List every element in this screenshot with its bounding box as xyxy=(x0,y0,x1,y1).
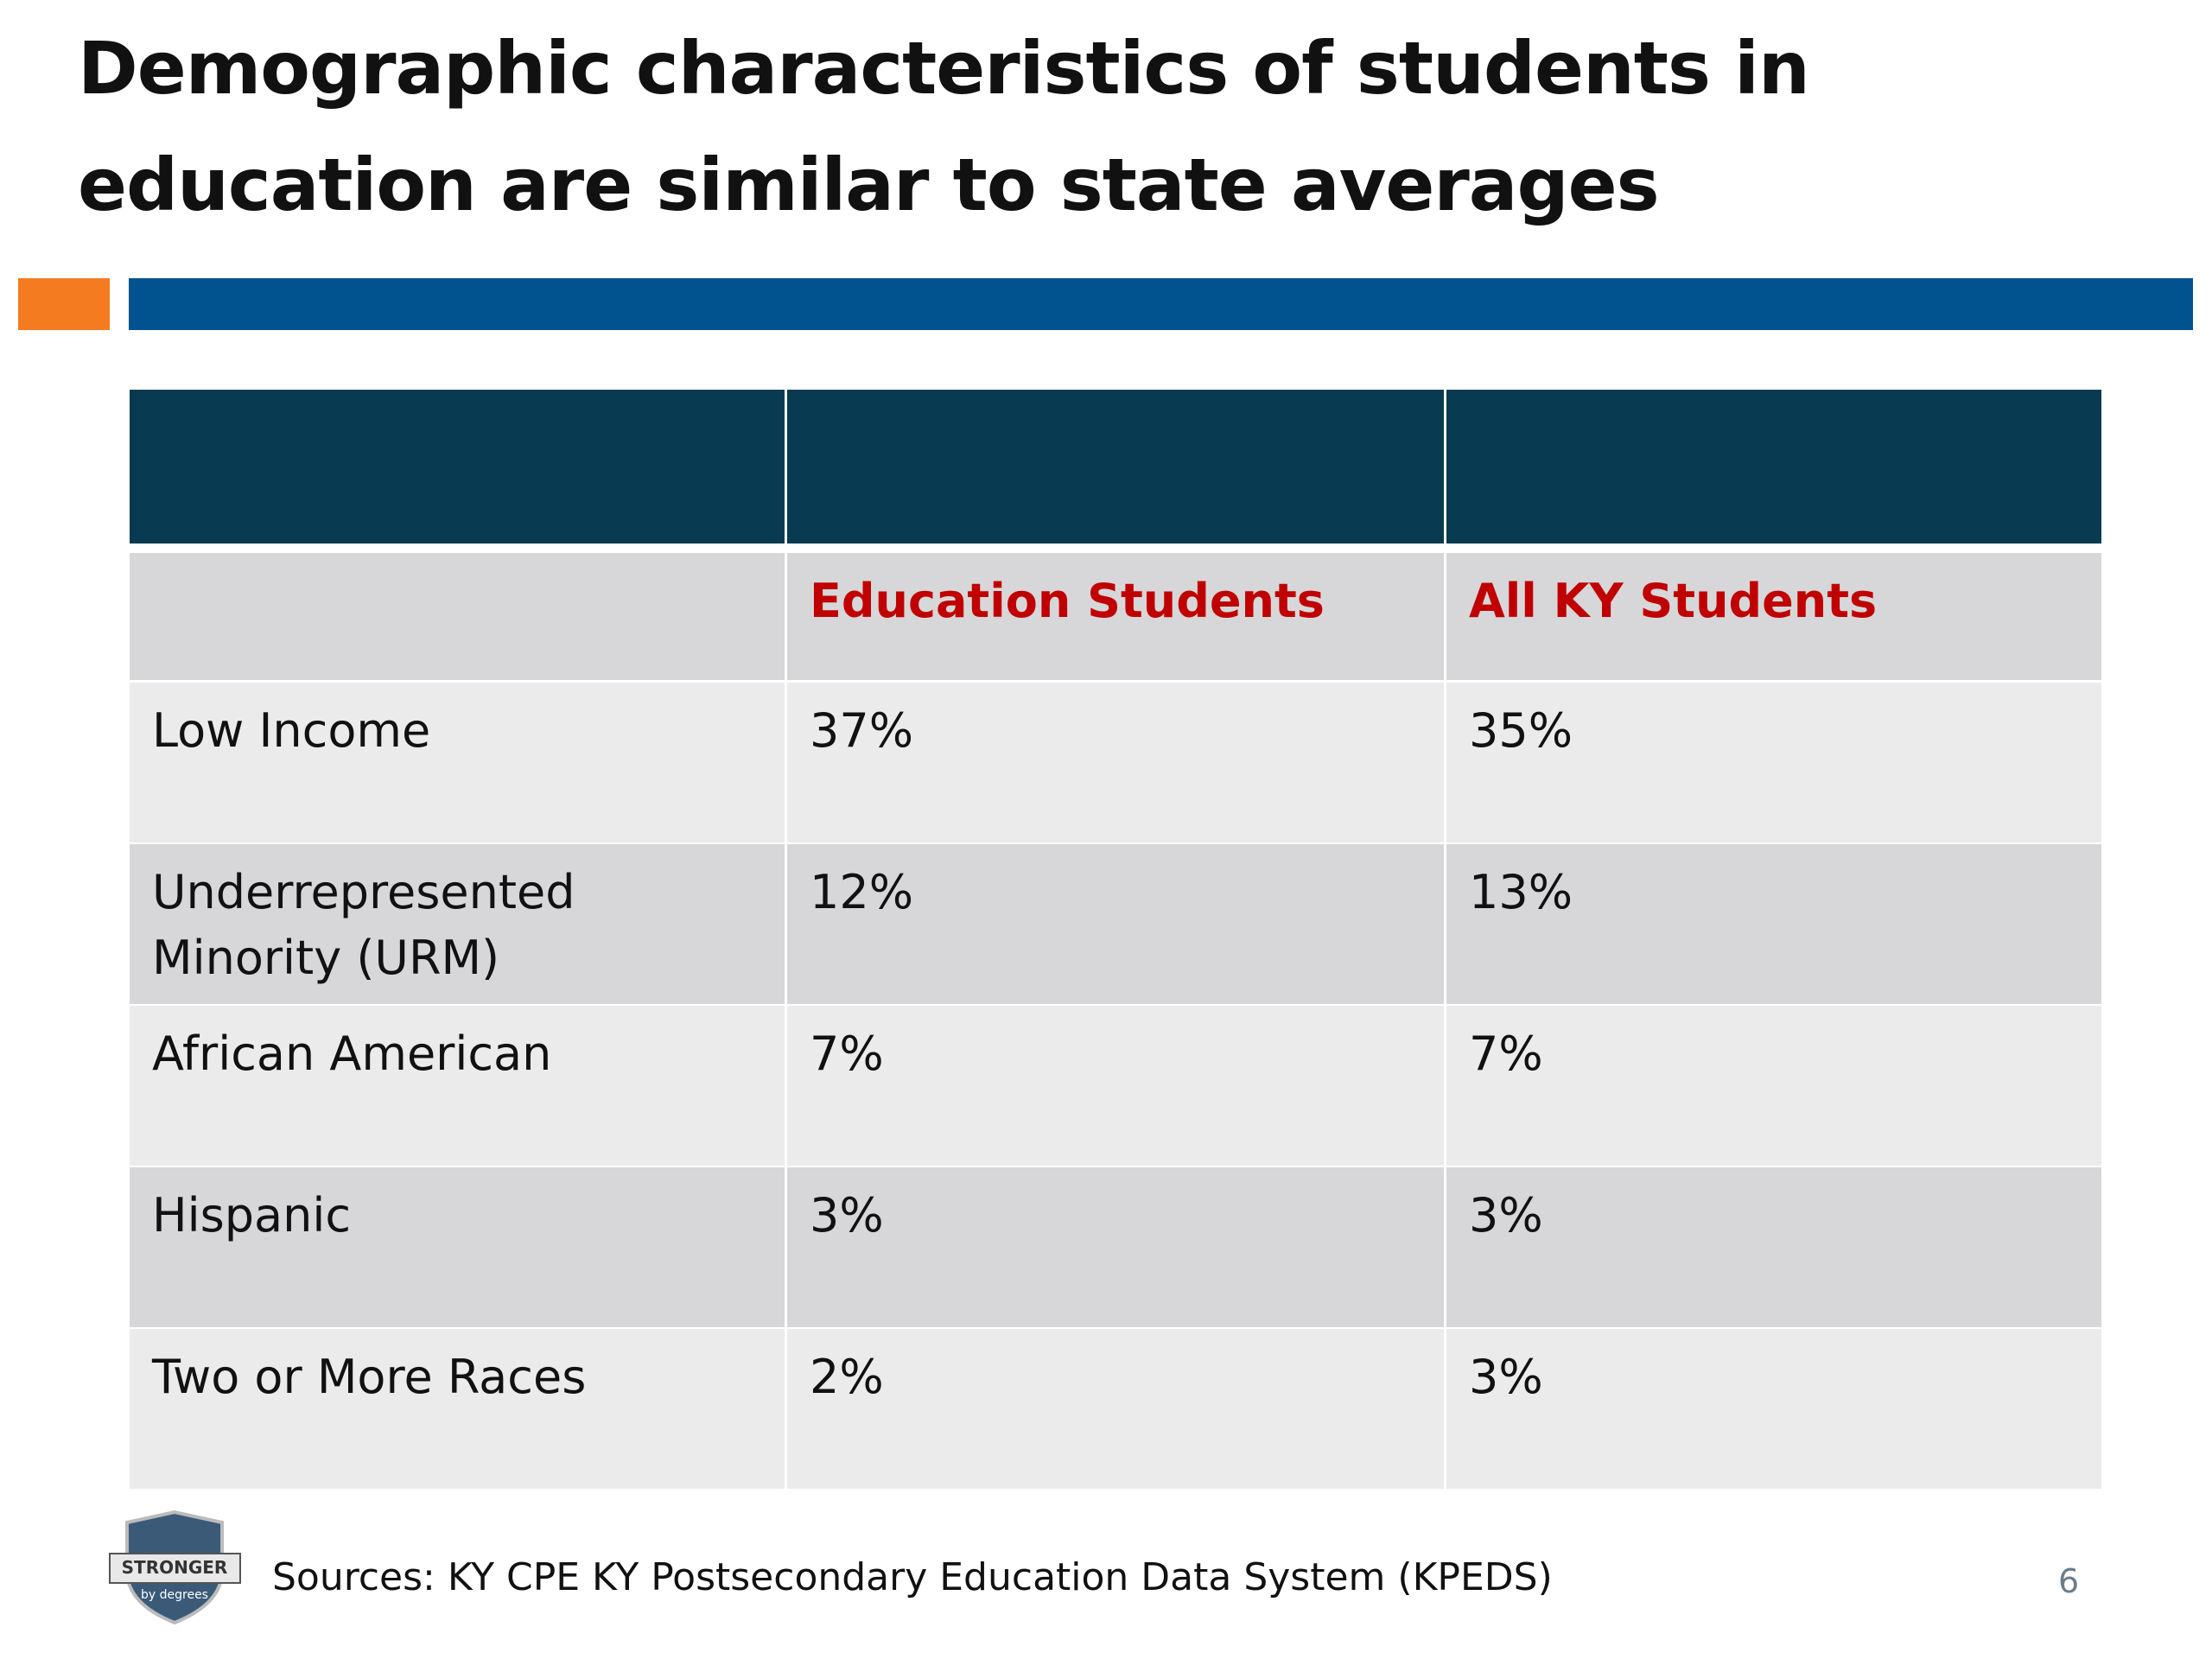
row-label: Low Income xyxy=(152,703,431,758)
value-cell: 2% xyxy=(787,1329,1444,1489)
logo-text: STRONGER xyxy=(122,1557,228,1578)
column-header: Education Students xyxy=(810,574,1325,628)
page-number: 6 xyxy=(2058,1562,2080,1600)
value-cell: 35% xyxy=(1446,683,2101,842)
accent-bar xyxy=(129,278,2193,330)
value-cell: 7% xyxy=(1446,1006,2101,1166)
source-note: Sources: KY CPE KY Postsecondary Educati… xyxy=(272,1555,1553,1599)
row-label-cell: Hispanic xyxy=(130,1167,785,1327)
logo-text: by degrees xyxy=(141,1588,208,1602)
row-label-cell: Low Income xyxy=(130,683,785,842)
column-header-cell: Education Students xyxy=(787,553,1444,680)
logo: STRONGER by degrees xyxy=(109,1510,241,1624)
row-label: Two or More Races xyxy=(152,1350,587,1404)
row-label: Hispanic xyxy=(152,1188,352,1243)
header-cell xyxy=(1446,390,2101,543)
row-label: African American xyxy=(152,1027,552,1081)
header-cell xyxy=(130,390,785,543)
value-cell: 3% xyxy=(1446,1167,2101,1327)
row-label-cell: Two or More Races xyxy=(130,1329,785,1489)
value-cell: 37% xyxy=(787,683,1444,842)
value-cell: 3% xyxy=(787,1167,1444,1327)
row-label-cell: Underrepresented Minority (URM) xyxy=(130,844,785,1004)
row-label-cell: African American xyxy=(130,1006,785,1166)
header-cell xyxy=(787,390,1444,543)
value-cell: 12% xyxy=(787,844,1444,1004)
value-cell: 3% xyxy=(1446,1329,2101,1489)
title-line: Demographic characteristics of students … xyxy=(78,26,1810,111)
column-header-cell: All KY Students xyxy=(1446,553,2101,680)
column-header: All KY Students xyxy=(1469,574,1878,628)
title-line: education are similar to state averages xyxy=(78,143,1660,227)
row-label: Minority (URM) xyxy=(152,931,500,985)
row-label: Underrepresented xyxy=(152,865,575,919)
column-header-cell xyxy=(130,553,785,680)
value-cell: 13% xyxy=(1446,844,2101,1004)
accent-block xyxy=(18,278,110,330)
value-cell: 7% xyxy=(787,1006,1444,1166)
